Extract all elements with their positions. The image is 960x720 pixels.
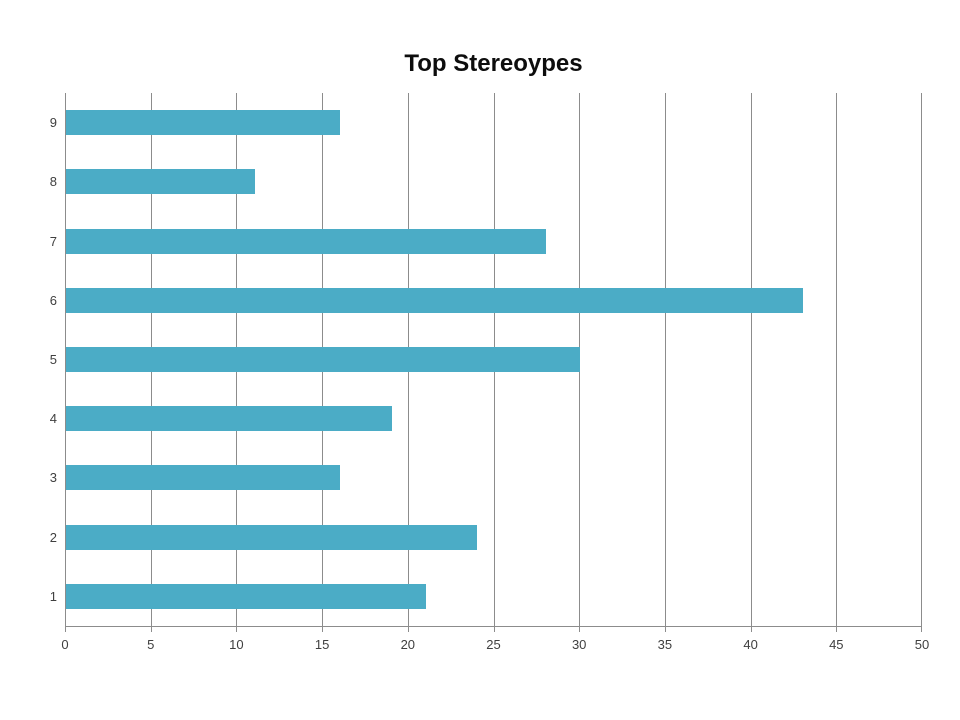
x-tick-label: 10: [229, 637, 244, 652]
x-axis-tick: [921, 627, 922, 632]
x-axis-tick: [407, 627, 409, 632]
bar: [66, 524, 478, 550]
bar: [66, 228, 546, 254]
bar: [66, 406, 392, 432]
bar: [66, 287, 804, 313]
gridline: [750, 93, 752, 626]
chart-title: Top Stereoypes: [404, 50, 583, 77]
x-tick-label: 30: [571, 637, 587, 652]
x-tick-label: 50: [914, 637, 930, 652]
bar: [66, 169, 255, 195]
x-tick-label: 35: [657, 637, 673, 652]
x-axis-tick: [150, 627, 152, 632]
x-axis-tick: [65, 627, 66, 632]
gridline: [921, 93, 922, 626]
bar: [66, 465, 341, 491]
x-tick-label: 40: [743, 637, 758, 652]
x-tick-label: 0: [61, 637, 69, 652]
x-axis-tick: [579, 627, 581, 632]
x-axis-tick: [750, 627, 752, 632]
x-tick-label: 15: [314, 637, 330, 652]
x-axis-tick: [836, 627, 838, 632]
gridline: [664, 93, 666, 626]
y-category-label: 9: [49, 115, 57, 131]
y-category-label: 5: [49, 352, 57, 367]
gridline: [65, 93, 66, 626]
x-tick-label: 5: [147, 637, 155, 652]
bar: [66, 583, 426, 609]
y-category-label: 6: [49, 292, 57, 308]
x-tick-label: 25: [486, 637, 501, 652]
y-category-label: 3: [49, 470, 57, 486]
x-axis-tick: [664, 627, 666, 632]
y-category-label: 4: [49, 411, 57, 427]
y-category-label: 2: [49, 529, 57, 545]
y-category-label: 7: [49, 233, 57, 249]
x-axis-tick: [322, 627, 324, 632]
y-category-label: 8: [49, 174, 57, 190]
bar: [66, 347, 581, 372]
plot-area: 0 5 10 15 20 25 30 35 40 45 50 9 8 7 6 5 4 3 2 1: [50, 93, 929, 652]
x-tick-label: 45: [829, 637, 844, 652]
bar: [66, 110, 341, 136]
x-axis-tick: [236, 627, 238, 632]
x-axis-tick: [493, 627, 495, 632]
x-tick-label: 20: [400, 637, 416, 652]
gridline: [836, 93, 838, 626]
y-category-label: 1: [49, 588, 57, 604]
